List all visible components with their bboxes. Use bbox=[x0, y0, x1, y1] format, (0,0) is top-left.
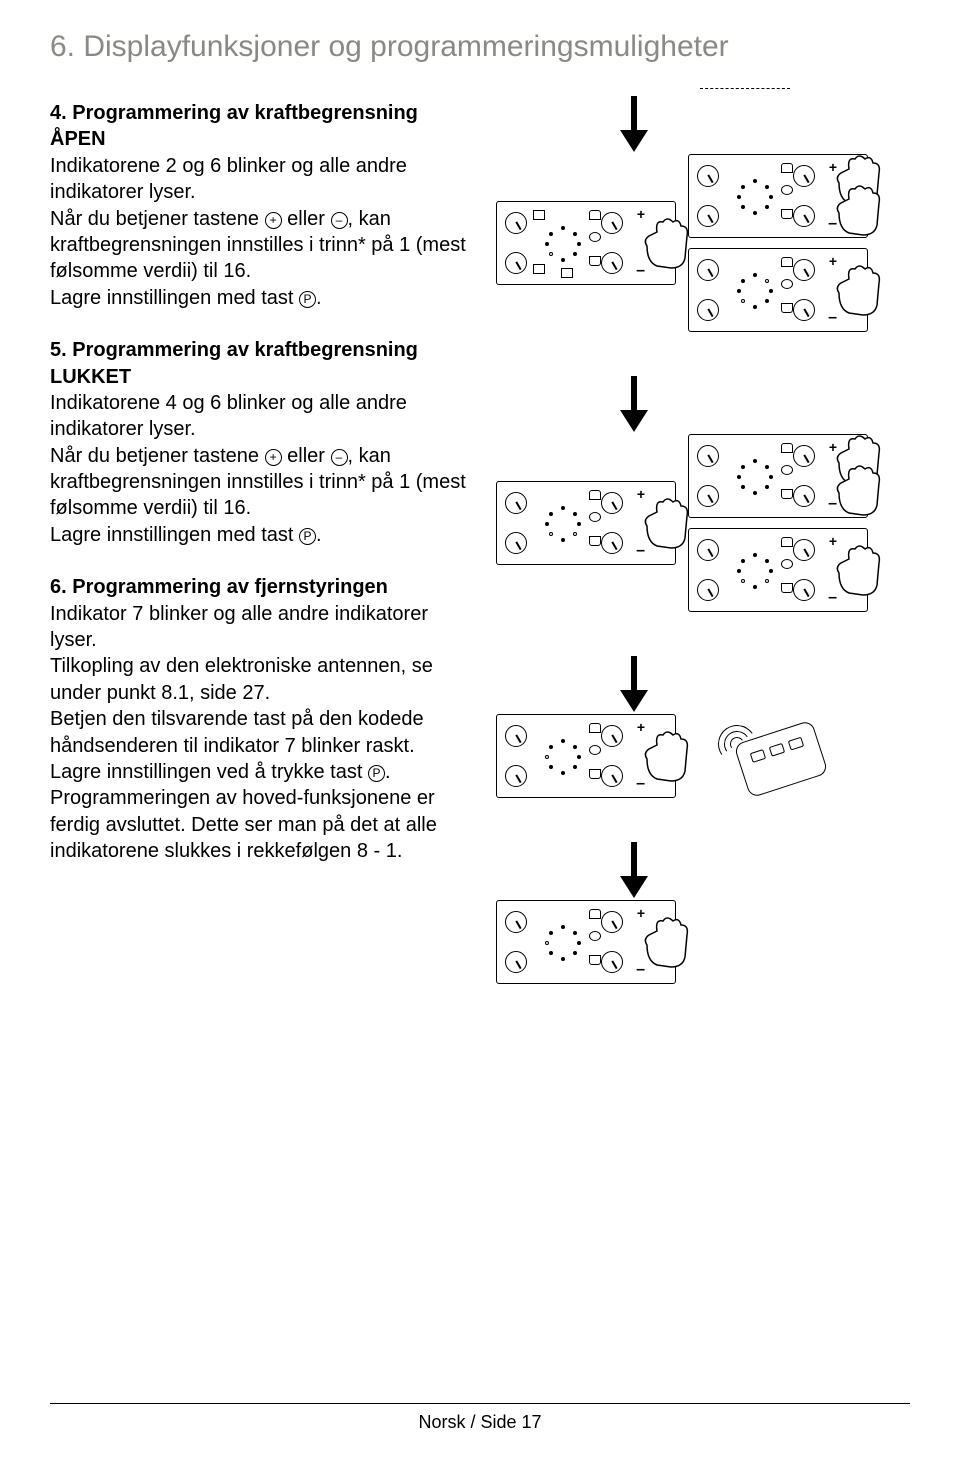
plus-icon: + bbox=[265, 449, 282, 466]
plus-icon: + bbox=[265, 212, 282, 229]
section-4-line1: Indikatorene 2 og 6 blinker og alle andr… bbox=[50, 153, 470, 206]
hand-press-icon bbox=[831, 463, 893, 519]
content-row: 4. Programmering av kraftbegrensning ÅPE… bbox=[50, 100, 920, 1032]
section-4: 4. Programmering av kraftbegrensning ÅPE… bbox=[50, 100, 470, 311]
section-5-line1: Indikatorene 4 og 6 blinker og alle andr… bbox=[50, 390, 470, 443]
arrow-down-icon bbox=[608, 100, 660, 152]
page-footer: Norsk / Side 17 bbox=[0, 1403, 960, 1433]
section-5-line2: Når du betjener tastene + eller –, kan k… bbox=[50, 443, 470, 522]
diagram-group-3: + – P bbox=[496, 660, 920, 798]
section-6-line1: Indikator 7 blinker og alle andre indika… bbox=[50, 601, 470, 654]
control-panel: + – P bbox=[688, 434, 868, 518]
section-6-line4: Programmeringen av hoved-funksjonene er … bbox=[50, 785, 470, 864]
p-icon: P bbox=[368, 765, 385, 782]
control-panel: + – P bbox=[688, 248, 868, 332]
control-panel: + – P bbox=[688, 528, 868, 612]
control-panel: + – P bbox=[496, 481, 676, 565]
section-4-line2: Når du betjener tastene + eller –, kan k… bbox=[50, 206, 470, 285]
control-panel: + – P bbox=[688, 154, 868, 238]
section-5-line3: Lagre innstillingen med tast P. bbox=[50, 522, 470, 548]
section-6: 6. Programmering av fjernstyringen Indik… bbox=[50, 574, 470, 864]
diagram-group-2: + – P bbox=[496, 380, 920, 612]
hand-press-icon bbox=[831, 183, 893, 239]
section-5: 5. Programmering av kraftbegrensning LUK… bbox=[50, 337, 470, 548]
page-title: 6. Displayfunksjoner og programmeringsmu… bbox=[50, 30, 920, 64]
section-6-line3: Betjen den tilsvarende tast på den koded… bbox=[50, 706, 470, 785]
section-5-head: 5. Programmering av kraftbegrensning LUK… bbox=[50, 339, 418, 387]
control-panel: + – P bbox=[496, 714, 676, 798]
footer-divider bbox=[50, 1403, 910, 1404]
hand-press-icon bbox=[831, 543, 893, 599]
hand-press-icon bbox=[831, 263, 893, 319]
diagram-group-4: + – P bbox=[496, 846, 920, 984]
arrow-down-icon bbox=[608, 660, 660, 712]
section-4-head: 4. Programmering av kraftbegrensning ÅPE… bbox=[50, 102, 418, 150]
p-icon: P bbox=[299, 528, 316, 545]
footer-text: Norsk / Side 17 bbox=[418, 1412, 541, 1432]
arrow-down-icon bbox=[608, 380, 660, 432]
section-6-line2: Tilkopling av den elektroniske antennen,… bbox=[50, 653, 470, 706]
control-panel: + – P bbox=[496, 201, 676, 285]
hand-press-icon bbox=[639, 729, 701, 785]
section-4-line3: Lagre innstillingen med tast P. bbox=[50, 285, 470, 311]
diagram-column: + – P bbox=[496, 100, 920, 1032]
diagram-group-1: + – P bbox=[496, 100, 920, 332]
arrow-down-icon bbox=[608, 846, 660, 898]
p-icon: P bbox=[299, 291, 316, 308]
control-panel: + – P bbox=[496, 900, 676, 984]
section-6-head: 6. Programmering av fjernstyringen bbox=[50, 576, 388, 598]
minus-icon: – bbox=[331, 212, 348, 229]
text-column: 4. Programmering av kraftbegrensning ÅPE… bbox=[50, 100, 470, 1032]
remote-control-icon bbox=[706, 717, 826, 795]
hand-press-icon bbox=[639, 915, 701, 971]
minus-icon: – bbox=[331, 449, 348, 466]
